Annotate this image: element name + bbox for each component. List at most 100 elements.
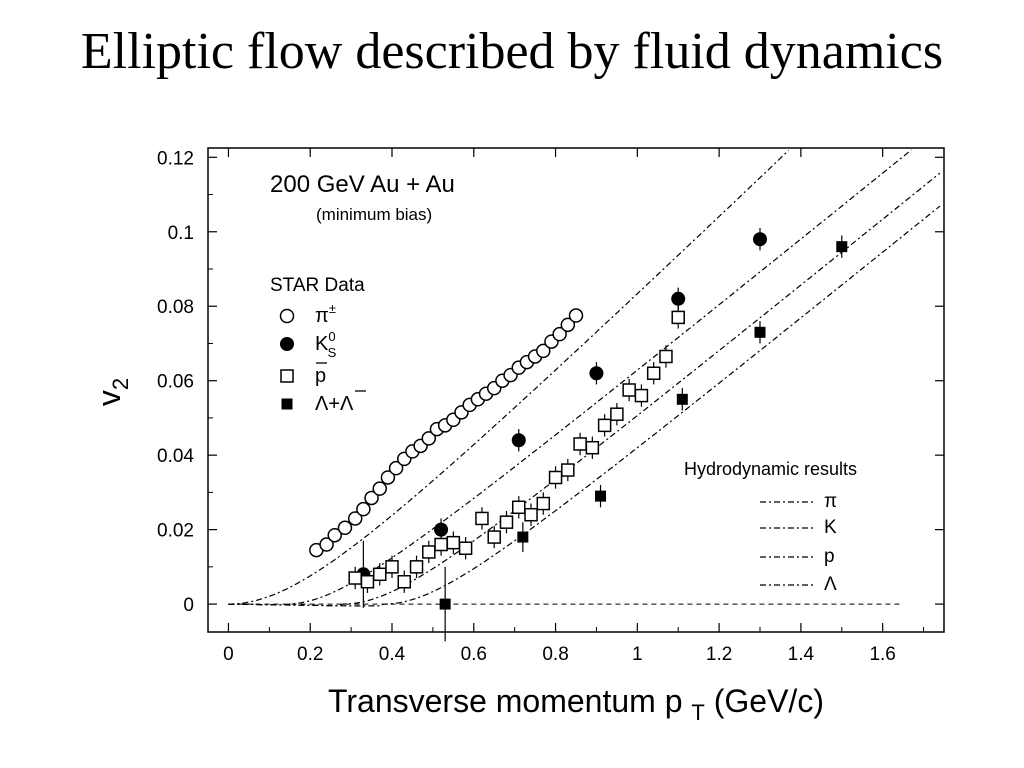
data-point-open-square — [671, 310, 685, 325]
data-point-open-circle — [327, 527, 343, 543]
data-point-open-circle — [337, 520, 353, 536]
data-point-open-square — [280, 369, 294, 383]
data-point-open-circle — [364, 490, 379, 506]
chart-labels: 200 GeV Au + Au (minimum bias) Transverse … — [91, 171, 824, 725]
data-point-open-circle — [347, 511, 363, 526]
plot-frame — [207, 147, 945, 633]
data-point-open-circle — [560, 317, 576, 333]
axis-ticks: 0 0.2 0.4 0.6 0.8 1 1.2 1.4 1.6 0 0.02 0.04 0.06 0.08… — [157, 148, 944, 665]
y-tick-label: 0.08 — [157, 297, 194, 318]
hydro-curve-2 — [228, 172, 941, 607]
plot-border — [207, 147, 945, 633]
data-point-open-circle — [279, 308, 295, 324]
data-point-open-square — [475, 511, 489, 526]
data-point-open-square — [622, 383, 636, 397]
legend-hydro-title: Hydrodynamic results — [684, 459, 857, 479]
data-point-open-circle — [356, 501, 371, 517]
data-point-open-square — [659, 349, 673, 364]
data-point-open-circle — [319, 537, 334, 552]
data-point-filled-circle — [589, 366, 604, 381]
series-2 — [348, 306, 685, 593]
data-point-filled-square — [836, 241, 848, 253]
data-point-filled-circle — [671, 291, 686, 306]
data-point-filled-square — [676, 393, 688, 405]
x-tick-label: 1.4 — [788, 644, 815, 665]
data-point-open-square — [446, 535, 461, 550]
legend-data-title: STAR Data — [270, 275, 365, 296]
data-point-open-square — [348, 571, 362, 585]
data-point-filled-square — [439, 598, 451, 610]
legend-hydro-label-0: π — [824, 491, 837, 512]
legend-hydro-label-3: Λ — [824, 574, 837, 595]
data-point-open-square — [372, 567, 387, 582]
x-tick-label: 1.6 — [869, 644, 895, 665]
series-3 — [439, 235, 848, 642]
legend-hydro-label-1: K — [824, 517, 837, 538]
data-point-open-square — [610, 407, 624, 421]
data-point-open-circle — [421, 431, 437, 446]
data-point-filled-square — [595, 490, 607, 502]
x-tick-label: 0.4 — [379, 644, 406, 665]
data-point-open-square — [385, 560, 399, 574]
data-point-open-circle — [380, 470, 396, 485]
data-point-filled-square — [281, 398, 293, 410]
data-point-open-square — [597, 418, 612, 433]
data-point-open-square — [634, 388, 649, 403]
data-point-open-square — [458, 541, 473, 555]
x-tick-label: 1.2 — [706, 644, 732, 665]
y-tick-label: 0.04 — [157, 446, 194, 467]
data-point-filled-circle — [280, 337, 294, 351]
data-point-open-square — [646, 366, 661, 380]
legend-entry-0: π± — [315, 301, 336, 327]
data-point-open-square — [561, 463, 575, 477]
chart-subtitle: (minimum bias) — [316, 205, 432, 224]
data-point-filled-circle — [753, 232, 767, 247]
hydro-curves — [228, 149, 941, 607]
data-point-open-square — [548, 470, 563, 485]
y-axis-label: v2 — [91, 378, 133, 406]
series-1 — [356, 228, 767, 608]
data-points — [309, 228, 848, 642]
data-point-open-square — [434, 537, 448, 552]
data-point-open-square — [409, 560, 424, 574]
y-tick-label: 0.12 — [157, 148, 194, 169]
data-point-open-circle — [552, 326, 567, 342]
data-point-open-square — [536, 496, 551, 511]
data-point-open-circle — [388, 460, 404, 476]
slide-title: Elliptic flow described by fluid dynamic… — [80, 23, 944, 80]
data-point-filled-square — [754, 326, 766, 338]
data-point-open-square — [573, 437, 587, 451]
data-point-open-square — [499, 515, 514, 529]
x-tick-label: 0.2 — [297, 644, 323, 665]
data-point-open-square — [512, 500, 526, 515]
data-point-filled-circle — [434, 522, 449, 537]
y-tick-label: 0 — [183, 595, 194, 616]
y-tick-label: 0.1 — [168, 223, 194, 244]
x-tick-label: 1 — [632, 644, 643, 665]
legends: STAR Data π±K0 S p Λ+Λ Hydrodynamic results πK… — [270, 275, 857, 595]
hydro-curve-1 — [228, 149, 912, 606]
data-point-filled-circle — [511, 433, 526, 448]
series-0 — [309, 308, 584, 558]
data-point-open-circle — [372, 481, 387, 496]
data-point-open-square — [422, 545, 436, 559]
x-axis-label: Transverse momentum p T (GeV/c) — [328, 683, 824, 725]
data-point-open-circle — [536, 343, 551, 359]
legend-hydro-label-2: p — [824, 546, 835, 567]
data-point-open-square — [360, 574, 375, 589]
chart-title: 200 GeV Au + Au — [270, 171, 455, 198]
x-tick-label: 0.8 — [542, 644, 568, 665]
hydro-curve-0 — [228, 149, 790, 605]
x-tick-label: 0.6 — [461, 644, 487, 665]
data-point-open-square — [487, 530, 501, 544]
data-point-open-square — [524, 507, 538, 522]
y-tick-label: 0.06 — [157, 372, 194, 393]
x-tick-label: 0 — [223, 644, 234, 665]
data-point-filled-square — [517, 531, 529, 543]
legend-entry-1: K0 S — [315, 329, 337, 360]
data-point-open-square — [397, 574, 412, 589]
data-point-open-circle — [568, 308, 584, 323]
legend-entry-2: p — [315, 365, 326, 387]
data-point-open-square — [585, 440, 600, 455]
